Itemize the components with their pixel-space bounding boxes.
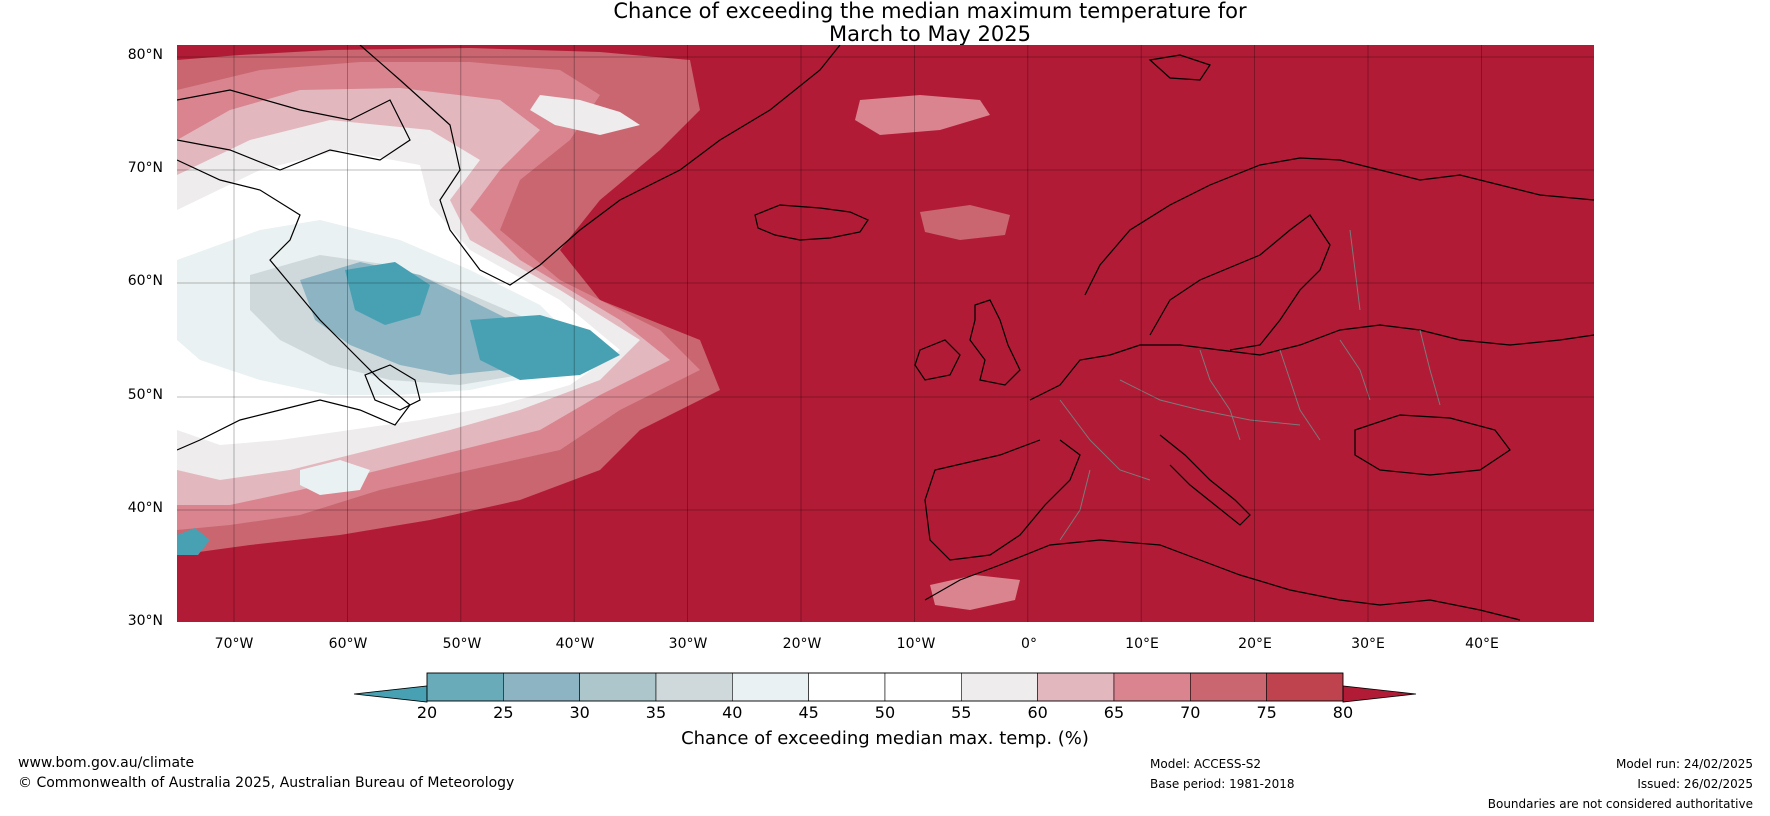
zone-20b	[470, 315, 620, 380]
border-7	[1349, 229, 1361, 311]
lon-label-50w: 50°W	[442, 636, 482, 652]
title-line-1: Chance of exceeding the median maximum t…	[613, 0, 1247, 23]
lon-label-10e: 10°E	[1125, 636, 1159, 652]
colorbar-segment	[579, 672, 657, 702]
lon-label-60w: 60°W	[328, 636, 368, 652]
zone-65b	[855, 95, 990, 135]
colorbar-tick-label: 40	[722, 703, 743, 722]
lon-label-70w: 70°W	[214, 636, 254, 652]
zone-70b	[920, 205, 1010, 240]
colorbar-tick-label: 35	[645, 703, 667, 722]
iceland-coast	[754, 204, 869, 241]
colorbar-tick-label: 70	[1180, 703, 1201, 722]
colorbar-segment	[503, 672, 580, 702]
black-sea-coast	[1354, 414, 1511, 476]
border-2	[1119, 379, 1301, 426]
colorbar-tick-label: 25	[493, 703, 514, 722]
colorbar-tick-label: 30	[569, 703, 590, 722]
border-6	[1419, 329, 1441, 406]
colorbar-over-arrow	[1342, 685, 1417, 703]
colorbar-segment	[1037, 672, 1115, 702]
colorbar-segment	[961, 672, 1038, 702]
colorbar-tick-label: 80	[1332, 703, 1354, 722]
colorbar-tick-label: 50	[874, 703, 896, 722]
lon-label-20w: 20°W	[782, 636, 822, 652]
disclaimer-text: Boundaries are not considered authoritat…	[1487, 797, 1753, 811]
britain-coast	[969, 299, 1021, 386]
lat-label-30: 30°N	[127, 613, 163, 629]
lon-label-30e: 30°E	[1351, 636, 1385, 652]
colorbar-segment	[655, 672, 733, 702]
lat-label-80: 80°N	[127, 47, 163, 63]
copyright-text: © Commonwealth of Australia 2025, Austra…	[18, 775, 515, 791]
model-run-text: Model run: 24/02/2025	[1615, 757, 1753, 771]
zone-55b	[530, 95, 640, 135]
colorbar-segments	[426, 672, 1344, 702]
newfoundland-coast	[364, 364, 421, 411]
colorbar-frame	[426, 672, 1344, 702]
colorbar-segment	[884, 672, 962, 702]
title-line-2: March to May 2025	[829, 22, 1031, 46]
colorbar-tick-label: 75	[1256, 703, 1277, 722]
lon-label-30w: 30°W	[668, 636, 708, 652]
lon-label-40e: 40°E	[1465, 636, 1499, 652]
border-5	[1339, 339, 1371, 401]
model-text: Model: ACCESS-S2	[1150, 757, 1262, 771]
border-3	[1199, 349, 1241, 441]
graticule	[177, 45, 1594, 622]
colorbar-label: Chance of exceeding median max. temp. (%…	[681, 728, 1089, 749]
colorbar-tick-label: 20	[416, 703, 438, 722]
lon-label-20e: 20°E	[1238, 636, 1272, 652]
zone-20	[345, 262, 430, 325]
colorbar-segment	[808, 672, 886, 702]
iberia-coast	[924, 439, 1081, 561]
baffin-coast	[177, 89, 411, 171]
labrador-coast	[177, 159, 411, 451]
colorbar-segment	[1266, 672, 1344, 702]
sweden-coast	[1149, 214, 1331, 351]
colorbar-segment	[732, 672, 809, 702]
border-1	[1059, 399, 1151, 481]
italy-coast	[1159, 434, 1251, 526]
website-link[interactable]: www.bom.gov.au/climate	[18, 755, 195, 771]
lon-label-10w: 10°W	[896, 636, 936, 652]
colorbar-segment	[426, 672, 504, 702]
zone-40d	[177, 528, 210, 555]
lat-label-40: 40°N	[127, 500, 163, 516]
scandinavia-coast	[1084, 157, 1594, 296]
issued-text: Issued: 26/02/2025	[1637, 777, 1753, 791]
lat-label-50: 50°N	[127, 387, 163, 403]
border-4	[1279, 349, 1321, 441]
colorbar-tick-label: 65	[1103, 703, 1125, 722]
colorbar-tick-label: 45	[798, 703, 819, 722]
colorbar-segment	[1190, 672, 1267, 702]
colorbar-under-arrow	[353, 685, 428, 703]
colorbar-segment	[1113, 672, 1191, 702]
zone-40c	[300, 460, 370, 495]
lat-label-60: 60°N	[127, 273, 163, 289]
colorbar-tick-label: 55	[951, 703, 972, 722]
lon-label-0: 0°	[1021, 636, 1037, 652]
ireland-coast	[914, 339, 961, 381]
svalbard-coast	[1148, 54, 1211, 81]
border-8	[1059, 469, 1091, 541]
lat-label-70: 70°N	[127, 160, 163, 176]
country-borders	[1059, 229, 1441, 541]
lon-label-40w: 40°W	[555, 636, 595, 652]
greenland-coast	[359, 45, 841, 286]
map-title: Chance of exceeding the median maximum t…	[0, 0, 1770, 46]
north-africa-coast	[924, 539, 1521, 621]
base-period-text: Base period: 1981-2018	[1150, 777, 1295, 791]
colorbar-tick-label: 60	[1027, 703, 1048, 722]
